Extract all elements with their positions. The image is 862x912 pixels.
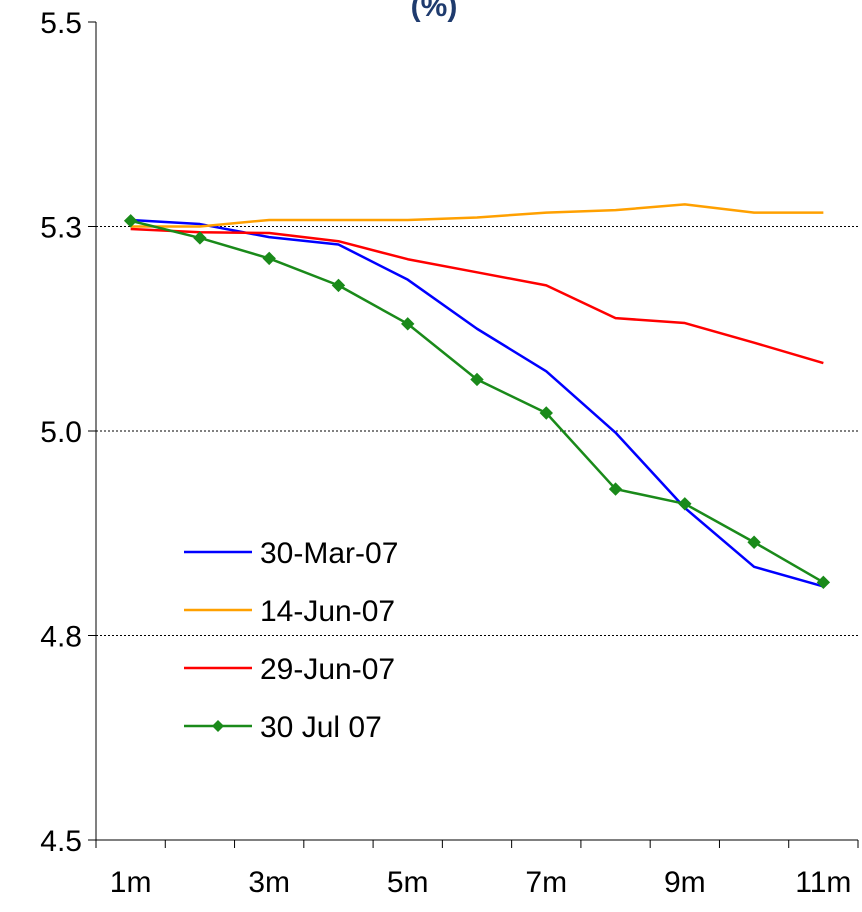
data-point	[401, 317, 415, 331]
x-tick-label: 1m	[110, 866, 152, 899]
data-point	[193, 231, 207, 245]
y-tick-label: 5.3	[40, 212, 82, 245]
data-point	[678, 497, 692, 511]
series-line-2	[130, 203, 824, 228]
series-line-1	[130, 218, 824, 588]
gridlines	[96, 226, 858, 636]
legend-label: 14-Jun-07	[260, 595, 395, 628]
x-tick-label: 5m	[387, 866, 429, 899]
series-line-3	[130, 227, 824, 365]
data-point	[262, 251, 276, 266]
y-tick-label: 5.0	[40, 416, 82, 449]
data-point	[608, 482, 623, 496]
legend-label: 29-Jun-07	[260, 653, 395, 686]
legend: 30-Mar-07 14-Jun-07 29-Jun-07 30 Jul 07	[184, 537, 398, 744]
data-point	[331, 278, 346, 293]
data-point	[747, 535, 761, 549]
x-tick-label: 11m	[795, 866, 851, 899]
series-lines	[123, 203, 831, 590]
y-tick-label: 4.8	[40, 621, 82, 654]
data-point	[123, 214, 138, 228]
data-point	[816, 575, 831, 590]
data-point	[539, 406, 553, 420]
x-tick-label: 3m	[248, 866, 290, 899]
x-axis-ticks: 1m 3m 5m 7m 9m 11m	[95, 840, 859, 899]
y-tick-label: 4.5	[40, 825, 82, 858]
y-tick-label: 5.5	[40, 7, 82, 40]
series-line-4	[130, 219, 824, 584]
legend-label: 30 Jul 07	[260, 711, 382, 744]
chart-title-fragment: (%)	[411, 0, 458, 23]
legend-marker	[212, 720, 224, 732]
legend-label: 30-Mar-07	[260, 537, 398, 570]
y-axis-ticks: 4.5 4.8 5.0 5.3 5.5	[40, 7, 96, 858]
x-tick-label: 9m	[664, 866, 706, 899]
data-point	[470, 372, 484, 387]
x-tick-label: 7m	[525, 866, 567, 899]
